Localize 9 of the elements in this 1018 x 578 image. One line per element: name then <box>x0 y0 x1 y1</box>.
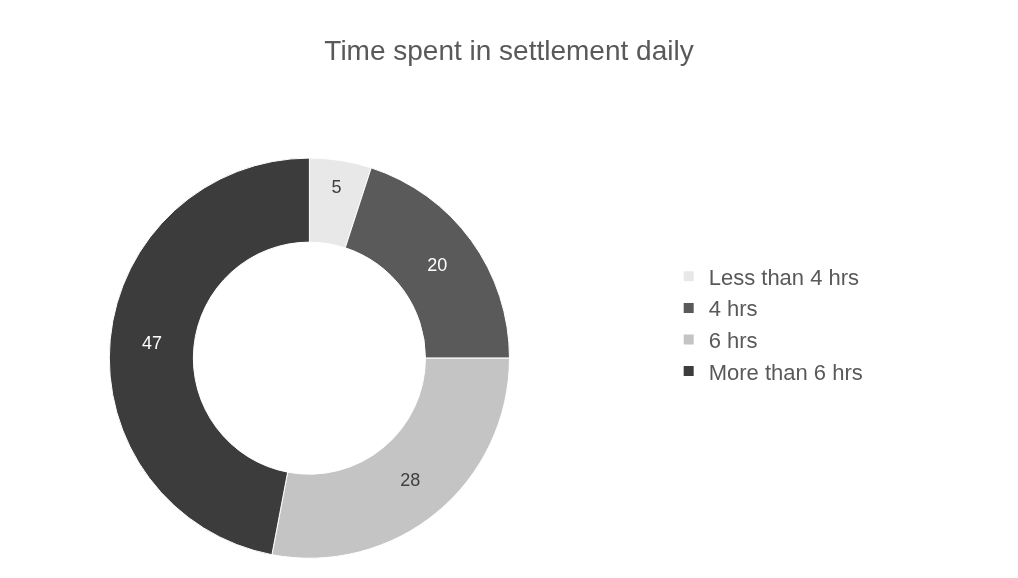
legend-label: More than 6 hrs <box>708 359 863 385</box>
legend-label: Less than 4 hrs <box>708 264 860 290</box>
data-label: 47 <box>142 333 163 354</box>
legend-label: 4 hrs <box>708 296 758 322</box>
data-label: 28 <box>400 469 421 490</box>
data-label: 20 <box>427 255 448 276</box>
data-label: 5 <box>331 177 342 198</box>
legend-label: 6 hrs <box>708 328 758 354</box>
chart-title: Time spent in settlement daily <box>324 35 694 67</box>
